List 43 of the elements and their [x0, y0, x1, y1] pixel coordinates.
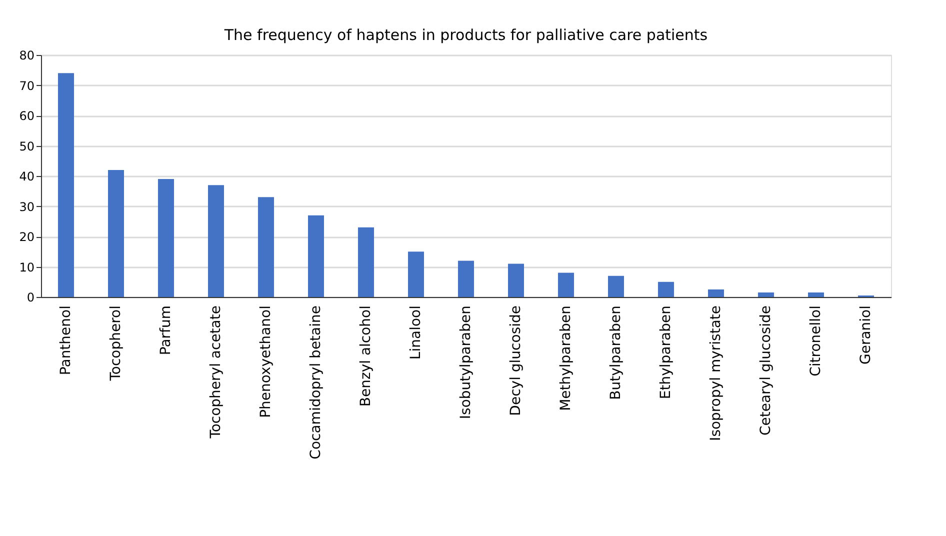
chart-title: The frequency of haptens in products for palliative care patients	[223, 26, 708, 44]
bar	[458, 260, 474, 297]
bar	[258, 197, 274, 297]
x-tick-label: Tocopherol	[108, 306, 124, 382]
x-tick-label: Ethylparaben	[658, 306, 674, 400]
x-tick-label: Butylparaben	[608, 306, 624, 400]
x-tick-label: Methylparaben	[558, 306, 574, 411]
bar	[508, 264, 524, 297]
x-tick-label: Panthenol	[58, 306, 74, 376]
bar	[308, 215, 324, 297]
y-tick-label: 30	[19, 200, 34, 214]
x-tick-label: Citronellol	[808, 306, 824, 376]
y-tick-label: 40	[19, 170, 34, 184]
y-tick-label: 70	[19, 78, 34, 93]
x-tick-label: Benzyl alcohol	[358, 306, 374, 407]
x-tick-label: Phenoxyethanol	[258, 306, 274, 418]
x-tick-label: Tocopheryl acetate	[208, 306, 224, 440]
bar	[358, 227, 374, 297]
bar	[158, 179, 174, 297]
bar	[108, 170, 124, 297]
x-tick-label: Parfum	[158, 306, 174, 356]
x-tick-label: Decyl glucoside	[508, 306, 524, 416]
y-tick-label: 60	[19, 109, 34, 123]
x-tick-label: Cocamidopryl betaine	[308, 306, 324, 460]
bar	[808, 292, 824, 297]
bar	[408, 252, 424, 297]
bar	[758, 292, 774, 297]
y-tick-label: 20	[19, 230, 34, 244]
x-tick-label: Isobutylparaben	[458, 306, 474, 420]
bar	[658, 282, 674, 297]
y-tick-label: 10	[19, 260, 34, 274]
bar	[208, 185, 224, 297]
y-tick-label: 0	[26, 290, 34, 304]
x-tick-label: Geraniol	[858, 306, 874, 365]
bar	[558, 272, 574, 297]
y-tick-label: 80	[19, 48, 34, 62]
x-tick-label: Isopropyl myristate	[708, 306, 724, 441]
bar	[58, 73, 74, 297]
x-tick-label: Linalool	[408, 306, 424, 360]
bar	[708, 289, 724, 297]
y-tick-label: 50	[19, 139, 34, 154]
bar	[608, 276, 624, 297]
x-tick-label: Cetearyl glucoside	[758, 306, 774, 436]
